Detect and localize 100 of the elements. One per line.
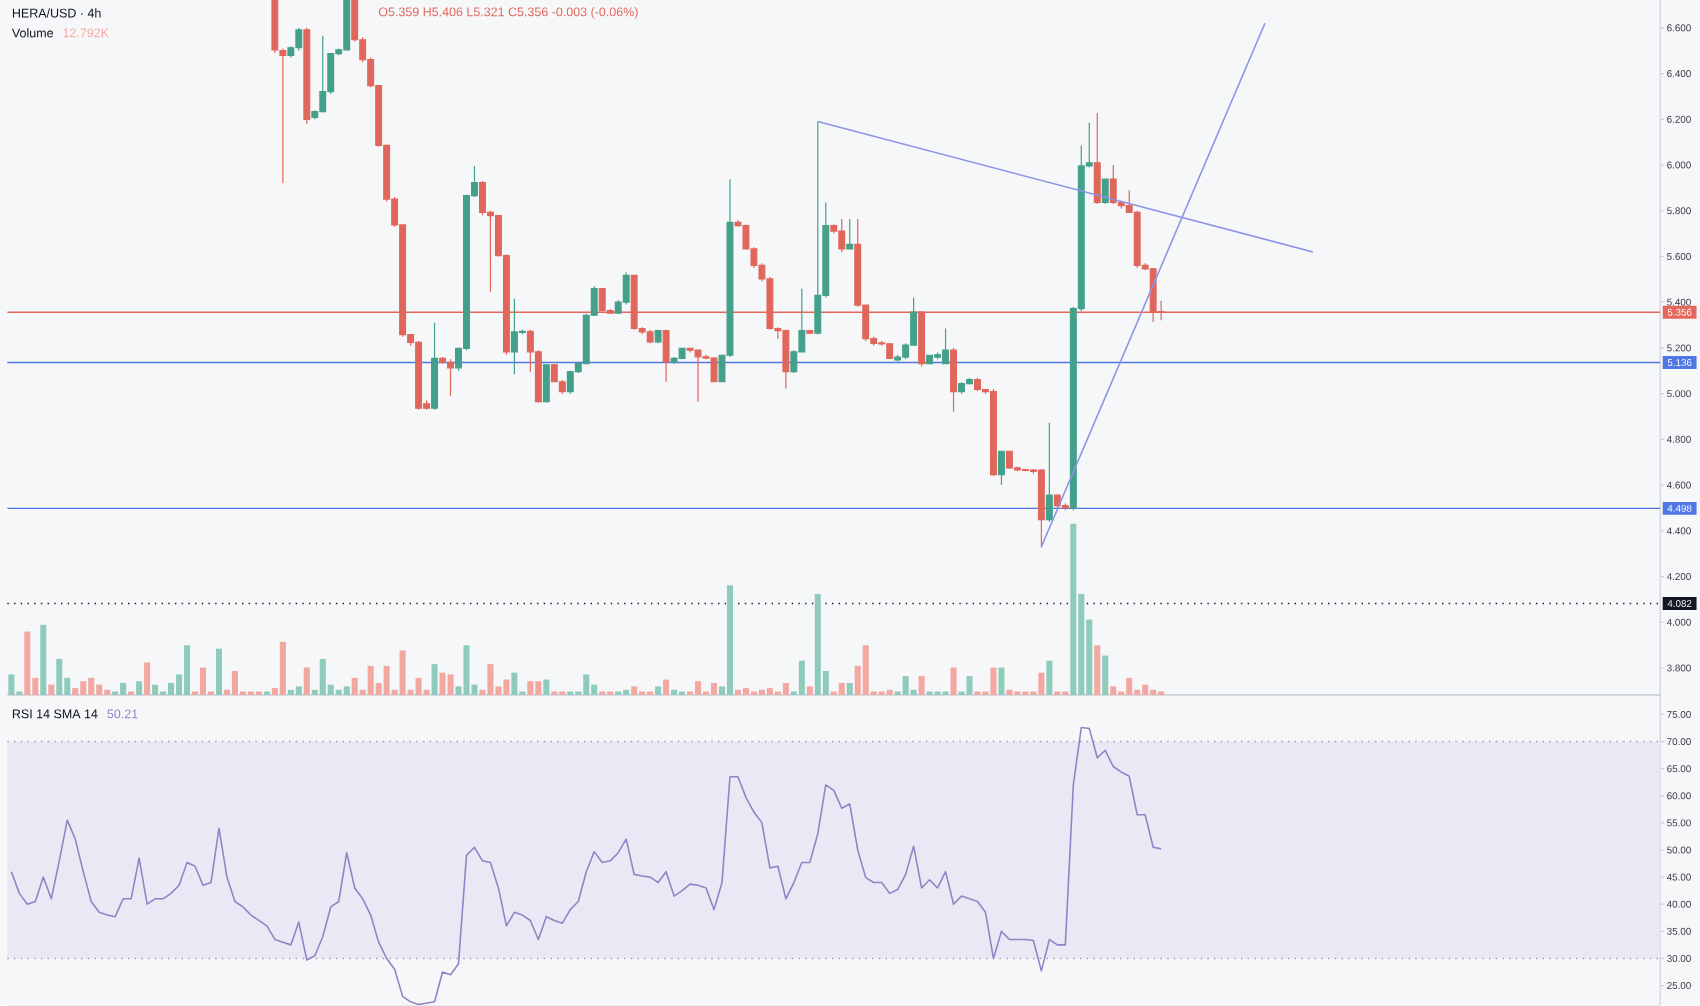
candlestick bbox=[710, 356, 718, 383]
bar bbox=[335, 690, 342, 696]
bar bbox=[1094, 645, 1101, 696]
bar bbox=[215, 648, 222, 696]
bar bbox=[48, 684, 55, 696]
candlestick bbox=[654, 329, 662, 345]
candlestick bbox=[1045, 422, 1053, 523]
candlestick bbox=[694, 349, 702, 403]
candlestick bbox=[989, 388, 997, 477]
candlestick bbox=[678, 347, 686, 361]
bar bbox=[1142, 684, 1149, 696]
bar bbox=[918, 676, 925, 696]
bar bbox=[990, 667, 997, 696]
candlestick bbox=[950, 347, 958, 413]
bar bbox=[104, 690, 111, 696]
candlestick bbox=[646, 329, 654, 345]
bar bbox=[1102, 655, 1109, 696]
bar bbox=[838, 683, 845, 696]
bar bbox=[1110, 686, 1117, 696]
bar bbox=[399, 650, 406, 696]
candlestick bbox=[415, 340, 423, 411]
bar bbox=[183, 645, 191, 696]
bar bbox=[710, 683, 718, 696]
candlestick bbox=[1005, 450, 1013, 470]
bar bbox=[120, 683, 127, 696]
candlestick bbox=[974, 377, 981, 393]
candlestick bbox=[1093, 112, 1101, 205]
bar bbox=[902, 676, 909, 696]
candlestick bbox=[662, 329, 670, 383]
bar bbox=[56, 659, 63, 696]
bar bbox=[152, 684, 159, 696]
bar bbox=[24, 631, 31, 696]
bar bbox=[88, 678, 95, 696]
bar bbox=[8, 674, 15, 696]
candlestick bbox=[942, 328, 950, 365]
bar bbox=[798, 660, 805, 696]
bar bbox=[758, 690, 765, 696]
bar bbox=[199, 667, 207, 696]
bar bbox=[295, 686, 302, 696]
bar bbox=[535, 681, 542, 696]
candlestick bbox=[814, 121, 822, 335]
bar bbox=[527, 681, 534, 696]
candlestick bbox=[886, 342, 894, 361]
bar bbox=[279, 642, 286, 696]
candlestick bbox=[566, 370, 574, 395]
candlestick bbox=[838, 218, 846, 253]
candlestick bbox=[303, 27, 311, 125]
bar bbox=[447, 674, 454, 696]
candlestick bbox=[670, 356, 678, 365]
bar bbox=[663, 679, 670, 696]
bar bbox=[862, 645, 869, 696]
candlestick bbox=[846, 218, 854, 251]
bar bbox=[1046, 660, 1053, 696]
bar bbox=[303, 667, 310, 696]
bar bbox=[503, 679, 510, 696]
candlestick bbox=[966, 377, 973, 386]
bar bbox=[806, 686, 813, 696]
bar bbox=[40, 624, 47, 696]
bar bbox=[136, 681, 143, 696]
candlestick bbox=[542, 363, 550, 404]
bar bbox=[583, 674, 590, 696]
bar bbox=[96, 684, 103, 696]
bar bbox=[950, 667, 957, 696]
bar bbox=[1070, 523, 1077, 696]
candlestick bbox=[622, 272, 630, 306]
bar bbox=[367, 666, 374, 696]
bar bbox=[287, 690, 294, 696]
bar bbox=[1150, 690, 1157, 696]
bar bbox=[439, 672, 446, 696]
bar bbox=[998, 667, 1005, 696]
bar bbox=[543, 679, 550, 696]
candlestick bbox=[997, 450, 1005, 486]
bar bbox=[742, 688, 749, 696]
bar bbox=[846, 683, 853, 696]
bar bbox=[487, 664, 494, 696]
bar bbox=[383, 666, 390, 696]
bar bbox=[415, 678, 422, 696]
bar bbox=[1006, 690, 1013, 696]
candlestick bbox=[510, 298, 518, 375]
bar bbox=[966, 676, 973, 696]
candlestick bbox=[295, 27, 303, 52]
candlestick bbox=[958, 381, 965, 395]
candlestick bbox=[447, 358, 454, 397]
candlestick bbox=[1061, 502, 1069, 512]
bar bbox=[623, 690, 630, 696]
candlestick bbox=[319, 35, 327, 114]
bar bbox=[231, 671, 238, 696]
bar bbox=[766, 688, 773, 696]
bar bbox=[463, 645, 470, 696]
bar bbox=[431, 664, 438, 696]
bar bbox=[72, 688, 79, 696]
bar bbox=[319, 659, 326, 696]
bar bbox=[671, 690, 678, 696]
bar bbox=[631, 686, 638, 696]
candlestick bbox=[343, 0, 351, 52]
candlestick bbox=[1037, 468, 1045, 549]
bar bbox=[511, 672, 518, 696]
bar bbox=[351, 678, 358, 696]
bar bbox=[343, 686, 350, 696]
bar bbox=[782, 683, 789, 696]
